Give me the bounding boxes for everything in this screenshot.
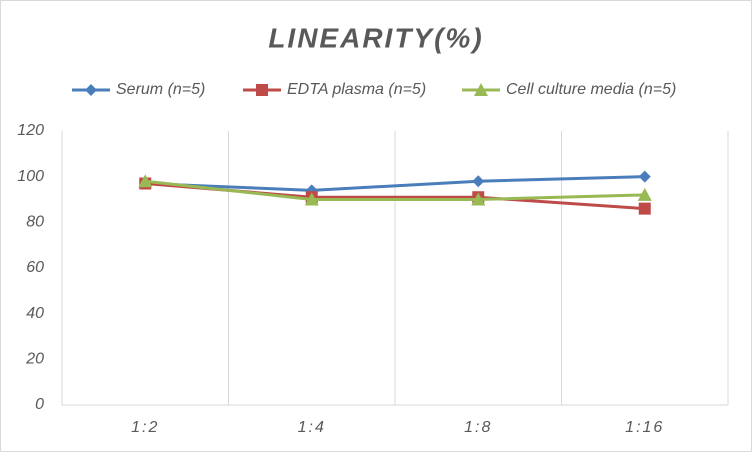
data-point xyxy=(304,192,319,206)
x-tick-label: 1:8 xyxy=(464,419,492,436)
y-tick-label: 120 xyxy=(17,122,44,139)
series-line xyxy=(145,179,645,201)
legend-label: EDTA plasma (n=5) xyxy=(287,81,426,98)
x-tick-label: 1:2 xyxy=(131,419,159,436)
y-tick-label: 40 xyxy=(26,305,44,322)
data-point xyxy=(638,170,651,183)
data-point xyxy=(472,175,485,188)
y-tick-label: 20 xyxy=(25,351,44,368)
series-line xyxy=(145,175,645,192)
legend-label: Cell culture media (n=5) xyxy=(506,81,676,98)
legend-marker xyxy=(85,84,97,96)
y-tick-label: 0 xyxy=(35,396,44,413)
legend-label: Serum (n=5) xyxy=(116,81,205,98)
y-tick-label: 100 xyxy=(17,168,44,185)
data-point xyxy=(638,202,651,215)
y-tick-label: 60 xyxy=(26,259,44,276)
data-point xyxy=(637,187,652,201)
data-point xyxy=(471,192,486,206)
x-tick-label: 1:16 xyxy=(625,419,664,436)
legend-marker xyxy=(256,84,268,96)
legend-marker xyxy=(474,83,488,96)
chart-title: LINEARITY(%) xyxy=(268,22,483,53)
data-point xyxy=(138,174,153,188)
x-tick-label: 1:4 xyxy=(298,419,326,436)
y-tick-label: 80 xyxy=(26,214,44,231)
